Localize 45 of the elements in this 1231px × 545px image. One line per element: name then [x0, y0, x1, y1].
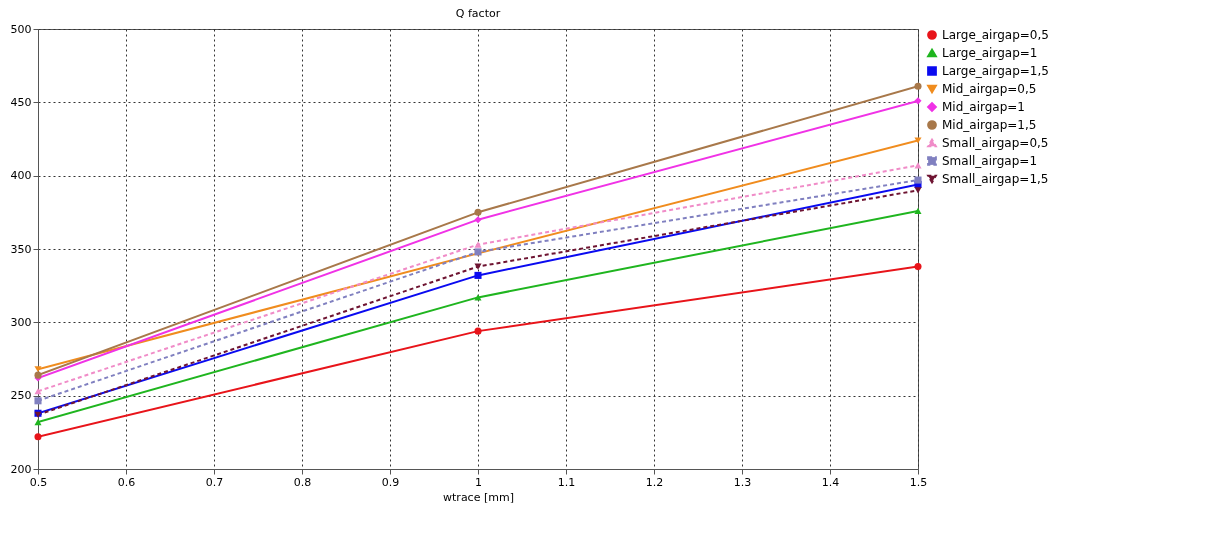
x-tick-label: 0.6 — [117, 475, 136, 489]
y-tick-label: 450 — [10, 95, 32, 109]
point — [34, 433, 42, 441]
legend-label: Large_airgap=0,5 — [942, 28, 1049, 42]
point — [914, 137, 922, 144]
x-tick-label: 1.3 — [733, 475, 752, 489]
chart-title: Q factor — [455, 7, 501, 20]
point — [474, 241, 482, 248]
point — [914, 263, 922, 271]
legend-label: Small_airgap=1 — [942, 154, 1038, 168]
point — [914, 187, 922, 194]
point — [34, 366, 42, 373]
x-tick-label: 1.4 — [821, 475, 840, 489]
x-tick-label: 1.5 — [909, 475, 928, 489]
x-tick-label: 0.9 — [381, 475, 400, 489]
x-tick-label: 0.8 — [293, 475, 312, 489]
point — [474, 271, 482, 279]
x-tick-label: 0.7 — [205, 475, 224, 489]
point — [914, 176, 922, 184]
legend-label: Large_airgap=1,5 — [942, 64, 1049, 78]
point — [474, 216, 482, 224]
x-tick-label: 1 — [475, 475, 482, 489]
point — [914, 97, 922, 105]
x-tick-label: 0.5 — [29, 475, 48, 489]
x-tick-label: 1.1 — [557, 475, 576, 489]
point — [914, 82, 922, 90]
point — [914, 207, 922, 214]
point — [34, 397, 42, 405]
legend-label: Mid_airgap=0,5 — [942, 82, 1037, 96]
y-tick-label: 350 — [10, 242, 32, 256]
y-tick-label: 300 — [10, 315, 32, 329]
legend-label: Mid_airgap=1 — [942, 100, 1025, 114]
legend-label: Small_airgap=1,5 — [942, 172, 1049, 186]
y-tick-label: 400 — [10, 169, 32, 183]
y-tick-label: 250 — [10, 389, 32, 403]
point — [474, 327, 482, 335]
x-axis-title: wtrace [mm] — [443, 490, 514, 504]
point — [34, 419, 42, 426]
legend-label: Mid_airgap=1,5 — [942, 118, 1037, 132]
y-tick-label: 200 — [10, 462, 32, 476]
point — [474, 208, 482, 216]
legend-label: Large_airgap=1 — [942, 46, 1038, 60]
legend-label: Small_airgap=0,5 — [942, 136, 1049, 150]
y-tick-label: 500 — [10, 22, 32, 36]
x-tick-label: 1.2 — [645, 475, 664, 489]
